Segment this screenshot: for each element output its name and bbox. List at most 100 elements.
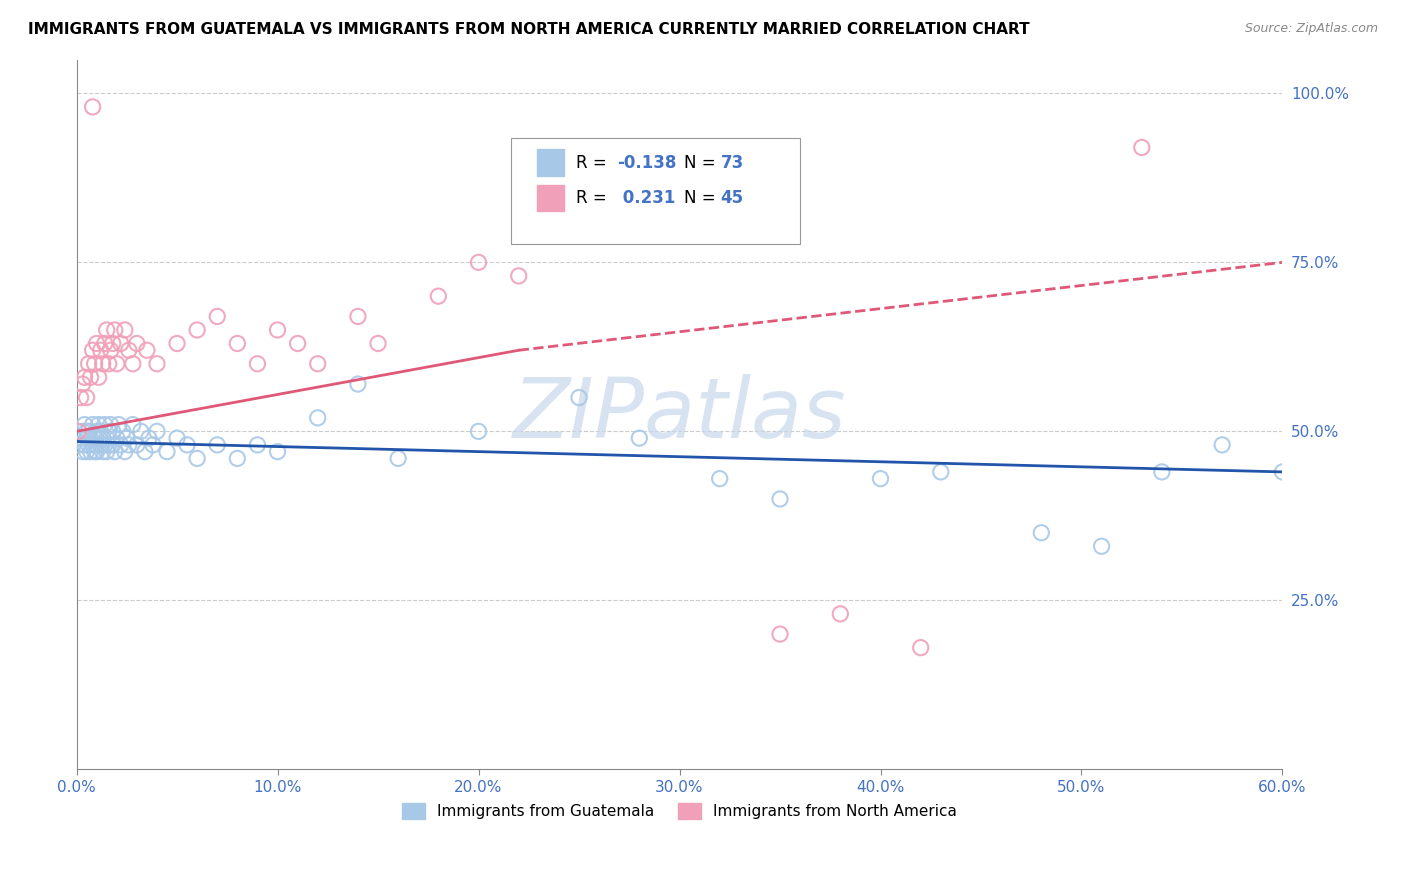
Point [83, 431, 105, 445]
Point [69, 391, 91, 405]
Point [91, 357, 114, 371]
Point [91, 444, 114, 458]
Point [90, 425, 112, 439]
Point [93, 417, 115, 432]
Point [86, 438, 108, 452]
Point [146, 357, 169, 371]
Point [72, 444, 94, 458]
Point [121, 417, 143, 432]
Point [307, 410, 329, 425]
Point [101, 438, 124, 452]
Point [100, 417, 122, 432]
Point [114, 323, 136, 337]
Point [105, 357, 128, 371]
Point [93, 336, 115, 351]
Point [82, 417, 104, 432]
Point [1031, 525, 1053, 540]
Text: ZIPatlas: ZIPatlas [513, 374, 846, 455]
Point [110, 336, 132, 351]
Bar [537, 185, 564, 211]
Point [90, 438, 112, 452]
Point [69, 431, 91, 445]
Point [96, 431, 118, 445]
Point [77, 425, 100, 439]
Point [79, 431, 101, 445]
Point [118, 343, 141, 358]
Point [97, 438, 120, 452]
Text: N =: N = [685, 153, 721, 171]
Point [83, 357, 105, 371]
Point [129, 425, 152, 439]
Point [166, 431, 188, 445]
Point [100, 343, 122, 358]
Text: -0.138: -0.138 [617, 153, 676, 171]
Point [79, 370, 101, 384]
Point [91, 431, 114, 445]
Point [307, 357, 329, 371]
Text: IMMIGRANTS FROM GUATEMALA VS IMMIGRANTS FROM NORTH AMERICA CURRENTLY MARRIED COR: IMMIGRANTS FROM GUATEMALA VS IMMIGRANTS … [28, 22, 1029, 37]
Point [1150, 465, 1173, 479]
Point [87, 417, 110, 432]
Point [769, 627, 792, 641]
Point [176, 438, 198, 452]
Point [266, 323, 288, 337]
Point [246, 438, 269, 452]
Point [114, 444, 136, 458]
Point [125, 438, 148, 452]
Point [287, 336, 309, 351]
Text: 73: 73 [720, 153, 744, 171]
Point [156, 444, 179, 458]
Point [76, 431, 98, 445]
Point [67, 425, 90, 439]
Text: 45: 45 [720, 189, 744, 207]
Point [367, 336, 389, 351]
Point [508, 268, 530, 283]
Point [90, 343, 112, 358]
Point [93, 438, 115, 452]
Bar [537, 149, 564, 176]
Point [1130, 140, 1153, 154]
Point [467, 255, 489, 269]
Point [226, 451, 249, 466]
FancyBboxPatch shape [510, 137, 800, 244]
Point [135, 343, 157, 358]
Point [709, 472, 731, 486]
Text: R =: R = [576, 189, 612, 207]
Point [67, 438, 90, 452]
Point [138, 431, 160, 445]
Point [134, 444, 156, 458]
Point [76, 425, 98, 439]
Point [97, 357, 120, 371]
Text: N =: N = [685, 189, 721, 207]
Point [347, 377, 370, 392]
Point [73, 417, 96, 432]
Point [568, 391, 591, 405]
Point [266, 444, 288, 458]
Point [111, 425, 134, 439]
Point [142, 438, 165, 452]
Point [910, 640, 932, 655]
Point [87, 370, 110, 384]
Point [1271, 465, 1294, 479]
Point [107, 417, 129, 432]
Point [82, 343, 104, 358]
Point [427, 289, 450, 303]
Point [101, 425, 124, 439]
Point [104, 444, 127, 458]
Point [207, 438, 229, 452]
Point [83, 444, 105, 458]
Point [467, 425, 489, 439]
Point [73, 438, 96, 452]
Point [118, 438, 141, 452]
Point [76, 391, 98, 405]
Point [86, 425, 108, 439]
Point [830, 607, 852, 621]
Point [1211, 438, 1233, 452]
Point [121, 357, 143, 371]
Point [628, 431, 651, 445]
Point [246, 357, 269, 371]
Text: 0.231: 0.231 [617, 189, 675, 207]
Point [769, 491, 792, 506]
Point [104, 323, 127, 337]
Point [125, 336, 148, 351]
